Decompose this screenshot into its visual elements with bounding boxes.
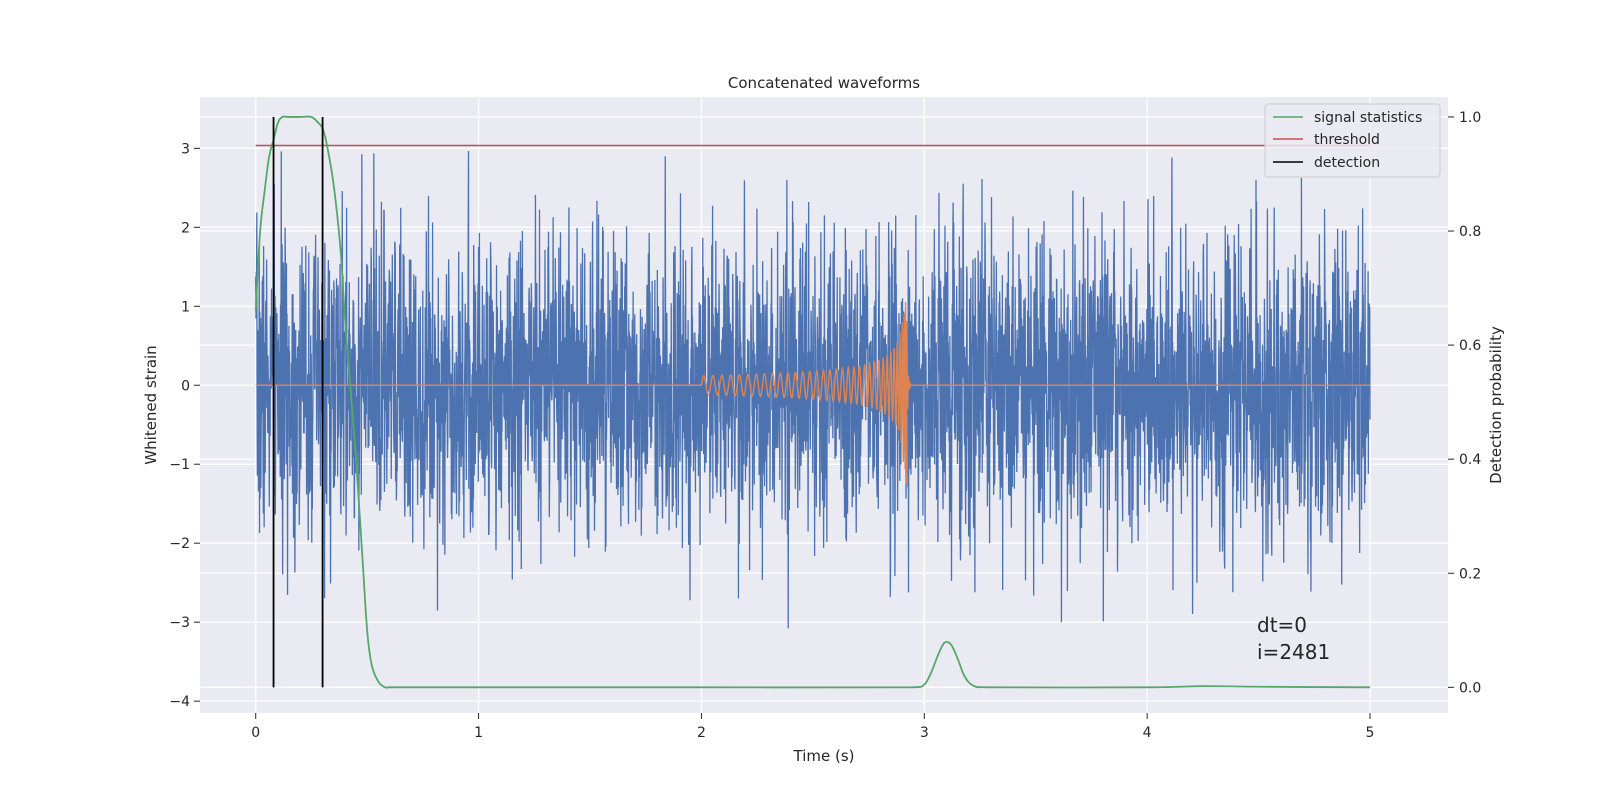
plot-area: [254, 115, 1371, 689]
legend-label-threshold: threshold: [1314, 132, 1380, 148]
y2-tick-label-1: 0.2: [1459, 566, 1481, 582]
y-tick-label-7: 3: [181, 141, 190, 157]
legend-label-signal-statistics: signal statistics: [1314, 110, 1422, 126]
series-strain: [255, 151, 1371, 629]
x-tick-label-3: 3: [920, 725, 929, 741]
legend: signal statistics threshold detection: [1264, 103, 1441, 178]
series-waveform: [255, 302, 1370, 485]
y-tick-label-4: 0: [181, 378, 190, 394]
x-tick-label-4: 4: [1143, 725, 1152, 741]
y2-tick-label-2: 0.4: [1459, 452, 1481, 468]
x-tick-label-0: 0: [251, 725, 260, 741]
annotation: dt=0 i=2481: [1257, 613, 1330, 664]
x-tick-label-2: 2: [697, 725, 706, 741]
x-tick-label-5: 5: [1366, 725, 1375, 741]
y2-tick-label-0: 0.0: [1459, 680, 1481, 696]
y2-axis-label: Detection probability: [1487, 326, 1505, 484]
annotation-i: i=2481: [1257, 640, 1330, 664]
y2-tick-label-4: 0.8: [1459, 224, 1481, 240]
y-tick-label-5: 1: [181, 299, 190, 315]
annotation-dt: dt=0: [1257, 613, 1307, 637]
y-axis-label: Whitened strain: [142, 345, 160, 464]
series-signal-statistics: [254, 115, 1371, 689]
x-tick-label-1: 1: [474, 725, 483, 741]
y-tick-label-2: −2: [169, 536, 190, 552]
y2-tick-label-3: 0.6: [1459, 338, 1481, 354]
ticks: 0 1 2 3 4 5 −4 −3 −2 −1 0 1 2 3 0.0 0.2 0.4 0.6 0.8 1.0: [169, 110, 1481, 741]
y-tick-label-1: −3: [169, 615, 190, 631]
chart-title: Concatenated waveforms: [728, 74, 920, 92]
y2-tick-label-5: 1.0: [1459, 110, 1481, 126]
legend-box: [1264, 103, 1441, 178]
y-tick-label-0: −4: [169, 694, 190, 710]
y-tick-label-6: 2: [181, 220, 190, 236]
y-tick-label-3: −1: [169, 457, 190, 473]
x-axis-label: Time (s): [793, 747, 855, 765]
legend-label-detection: detection: [1314, 155, 1380, 171]
